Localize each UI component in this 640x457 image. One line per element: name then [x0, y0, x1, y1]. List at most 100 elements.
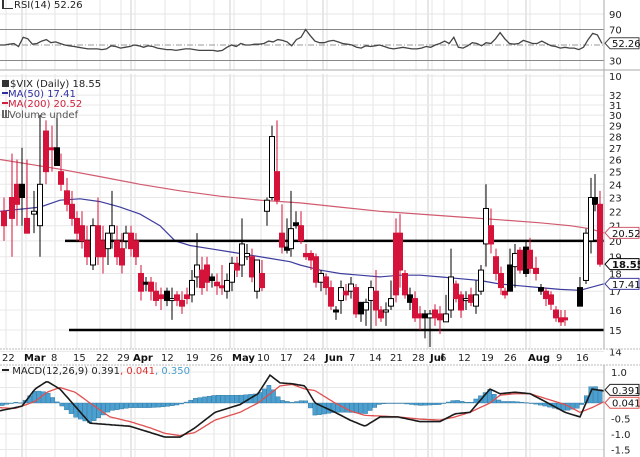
volume-value: undef [49, 110, 79, 121]
svg-text:-1.5: -1.5 [611, 446, 631, 457]
rsi-panel: 90 70 30 10 52.26 [0, 10, 640, 83]
svg-text:24: 24 [303, 353, 316, 364]
svg-text:15: 15 [609, 326, 622, 337]
svg-text:1.0: 1.0 [611, 368, 627, 379]
last-price: 18.55 [72, 79, 102, 90]
macd-hist-sep: , [154, 366, 162, 377]
svg-text:26: 26 [210, 353, 223, 364]
svg-text:12: 12 [458, 353, 471, 364]
svg-text:Mar: Mar [24, 353, 46, 364]
svg-text:22: 22 [96, 353, 109, 364]
svg-text:17: 17 [280, 353, 293, 364]
price-legend: $VIX (Daily) 18.55 MA(50) 17.41 MA(200) … [2, 80, 101, 121]
svg-text:27: 27 [609, 144, 622, 155]
svg-text:14: 14 [369, 353, 382, 364]
ma200-line [0, 158, 605, 234]
svg-text:26: 26 [504, 353, 517, 364]
svg-text:0.391: 0.391 [612, 386, 640, 397]
rsi-icon [2, 0, 13, 9]
svg-text:10: 10 [257, 353, 270, 364]
svg-text:28: 28 [412, 353, 425, 364]
ma50-value: 17.41 [47, 89, 76, 100]
volume-label: Volume [9, 110, 47, 121]
price-panel: 1415161718192021222324252627282930313220… [0, 91, 640, 358]
svg-text:16: 16 [576, 353, 589, 364]
ma200-badge: 20.52 [604, 226, 640, 240]
svg-text:17.41: 17.41 [612, 280, 640, 291]
svg-text:15: 15 [73, 353, 86, 364]
rsi-label: RSI(14) [14, 0, 51, 11]
macd-signal-line [0, 383, 605, 437]
panel-grid-0 [5, 0, 581, 70]
macd-header: MACD(12,26,9) 0.391, 0.041, 0.350 [2, 366, 190, 377]
svg-text:19: 19 [186, 353, 199, 364]
svg-text:30: 30 [609, 57, 622, 68]
rsi-value: 52.26 [53, 0, 83, 11]
legend-ma200: MA(200) 20.52 [2, 100, 101, 110]
macd-signal-value: 0.041 [126, 366, 155, 377]
x-axis: 22 Mar 8 15 22 29 Apr 12 19 26 May 10 17 24 Jun 7 14 21 28… [0, 348, 640, 366]
macd-label: MACD(12,26,9) [12, 366, 89, 377]
svg-text:20: 20 [609, 237, 622, 248]
legend-volume: Volume undef [2, 110, 101, 121]
rsi-header: RSI(14) 52.26 [2, 0, 83, 11]
svg-text:16: 16 [609, 306, 622, 317]
svg-text:9: 9 [556, 353, 562, 364]
svg-text:29: 29 [609, 122, 622, 133]
ma200-swatch [2, 102, 8, 104]
svg-text:12: 12 [161, 353, 174, 364]
svg-text:0.041: 0.041 [612, 399, 640, 410]
svg-text:25: 25 [609, 168, 622, 179]
last-price-badge: 18.55 [604, 258, 640, 271]
svg-text:19: 19 [481, 353, 494, 364]
ma200-value: 20.52 [53, 99, 83, 110]
legend-ma50: MA(50) 17.41 [2, 90, 101, 100]
svg-text:24: 24 [609, 180, 622, 191]
svg-text:17: 17 [609, 287, 622, 298]
svg-text:14: 14 [609, 347, 622, 358]
svg-text:Jul: Jul [429, 353, 444, 364]
svg-text:-1.0: -1.0 [611, 430, 631, 441]
svg-text:18.55: 18.55 [612, 260, 640, 271]
svg-text:30: 30 [609, 111, 622, 122]
svg-text:21: 21 [390, 353, 403, 364]
svg-text:70: 70 [609, 26, 622, 37]
svg-text:10: 10 [609, 72, 622, 83]
svg-text:28: 28 [609, 133, 622, 144]
symbol-title: $VIX (Daily) [10, 79, 70, 90]
volume-icon [2, 110, 9, 118]
svg-text:22: 22 [2, 353, 15, 364]
candlestick-icon [2, 80, 9, 87]
candles [1, 115, 603, 347]
panel-grid-2 [5, 366, 581, 457]
ma200-label: MA(200) [8, 99, 51, 110]
svg-text:32: 32 [609, 91, 622, 102]
svg-text:6: 6 [440, 353, 446, 364]
ma50-label: MA(50) [8, 89, 44, 100]
svg-text:18: 18 [609, 269, 622, 280]
macd-badge: 0.391 [604, 383, 640, 397]
price-title: $VIX (Daily) 18.55 [2, 80, 101, 90]
svg-text:29: 29 [117, 353, 130, 364]
svg-text:-0.5: -0.5 [611, 415, 631, 426]
macd-value: 0.391 [91, 366, 120, 377]
svg-text:31: 31 [609, 101, 622, 112]
svg-text:Aug: Aug [528, 353, 550, 364]
svg-text:22: 22 [609, 207, 622, 218]
svg-text:90: 90 [609, 10, 622, 21]
svg-text:May: May [232, 353, 255, 364]
svg-text:Jun: Jun [324, 353, 343, 364]
signal-badge: 0.041 [604, 396, 640, 410]
svg-text:7: 7 [349, 353, 355, 364]
macd-line [0, 373, 605, 438]
macd-histogram [0, 385, 603, 424]
macd-swatch [2, 369, 9, 371]
ma50-badge: 17.41 [604, 277, 640, 291]
rsi-value-badge: 52.26 [604, 37, 640, 50]
svg-text:26: 26 [609, 155, 622, 166]
macd-hist-value: 0.350 [161, 366, 190, 377]
svg-text:8: 8 [51, 353, 57, 364]
